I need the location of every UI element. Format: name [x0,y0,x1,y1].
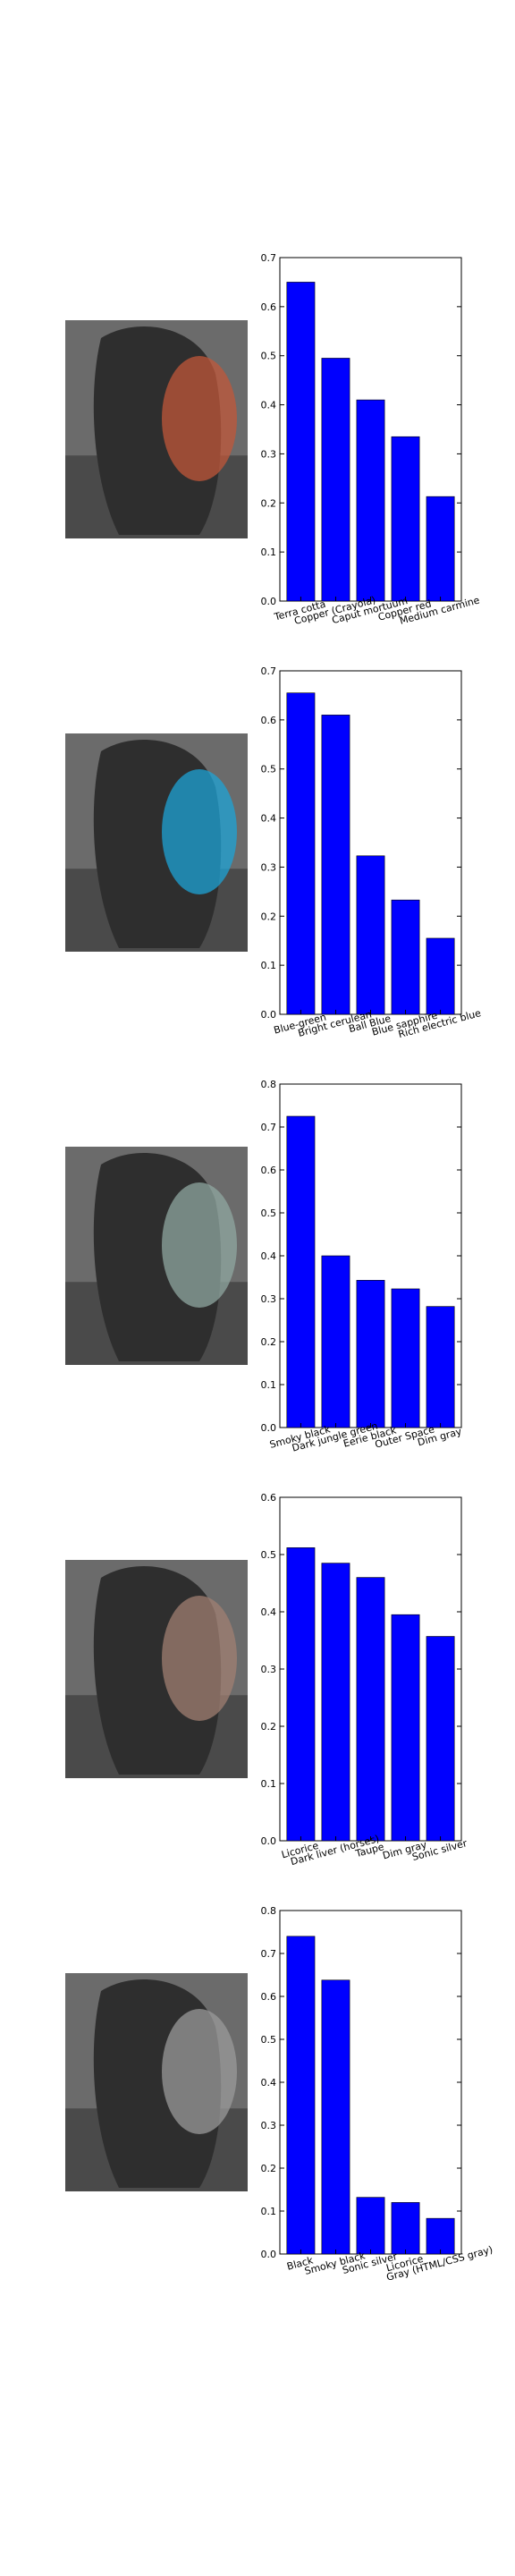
y-tick-label: 0.3 [261,2120,277,2131]
bar [426,496,455,602]
bar [321,715,350,1015]
bar [321,358,350,602]
y-tick-label: 0.3 [261,861,277,873]
y-tick-label: 0.6 [261,301,277,313]
y-tick-label: 0.8 [261,1079,277,1090]
y-tick-label: 0.6 [261,1492,277,1504]
taupe-tint [162,1596,237,1721]
y-tick-label: 0.7 [261,1122,277,1133]
y-tick-label: 0.7 [261,665,277,677]
y-tick-label: 0.2 [261,497,277,509]
bar [391,1614,420,1842]
y-tick-label: 0.3 [261,448,277,460]
bar [321,1979,350,2255]
y-tick-label: 0.0 [261,1835,277,1847]
bar [286,1936,316,2255]
y-tick-label: 0.1 [261,960,277,971]
bar [426,937,455,1015]
bar [426,1306,455,1428]
y-tick-label: 0.0 [261,596,277,607]
gray-tint [162,2009,237,2134]
bar [321,1255,350,1428]
photo-thumbnail [65,1560,248,1778]
y-tick-label: 0.1 [261,1778,277,1790]
y-tick-label: 0.7 [261,1948,277,1960]
y-tick-label: 0.0 [261,1009,277,1021]
y-tick-label: 0.5 [261,2034,277,2046]
bar [426,2217,455,2255]
y-tick-label: 0.4 [261,2077,277,2089]
y-tick-label: 0.1 [261,547,277,558]
y-tick-label: 0.4 [261,813,277,825]
bar [356,399,385,602]
bar [356,855,385,1015]
outer-space-tint [162,1182,237,1308]
photo-thumbnail [65,1973,248,2191]
bar [286,692,316,1015]
y-tick-label: 0.4 [261,400,277,411]
y-tick-label: 0.5 [261,351,277,362]
photo-thumbnail [65,733,248,952]
y-tick-label: 0.2 [261,1721,277,1733]
y-tick-label: 0.5 [261,1549,277,1561]
bar [356,2197,385,2255]
bar [426,1636,455,1842]
y-tick-label: 0.5 [261,1208,277,1219]
bar [321,1563,350,1842]
bar [356,1280,385,1428]
bar [356,1577,385,1842]
bar [286,282,316,602]
y-tick-label: 0.2 [261,911,277,922]
bar [286,1547,316,1842]
y-tick-label: 0.2 [261,2163,277,2174]
y-tick-label: 0.7 [261,252,277,264]
y-tick-label: 0.6 [261,1165,277,1176]
bar [391,2202,420,2255]
y-tick-label: 0.0 [261,1422,277,1434]
y-tick-label: 0.3 [261,1664,277,1675]
y-tick-label: 0.8 [261,1905,277,1917]
bar [391,899,420,1015]
y-tick-label: 0.1 [261,1379,277,1391]
y-tick-label: 0.4 [261,1250,277,1262]
bar [391,1288,420,1428]
y-tick-label: 0.0 [261,2249,277,2260]
photo-thumbnail [65,1147,248,1365]
y-tick-label: 0.2 [261,1336,277,1348]
y-tick-label: 0.1 [261,2206,277,2217]
bar [391,436,420,602]
y-tick-label: 0.4 [261,1606,277,1618]
terra-cotta-tint [162,356,237,481]
chart-panel-2: 0.00.10.20.30.40.50.60.7Blue-greenBright… [65,665,482,1040]
y-tick-label: 0.3 [261,1293,277,1305]
bar [286,1115,316,1428]
y-tick-label: 0.6 [261,1991,277,2003]
y-tick-label: 0.5 [261,764,277,775]
y-tick-label: 0.6 [261,715,277,726]
photo-thumbnail [65,320,248,538]
cerulean-tint [162,769,237,894]
